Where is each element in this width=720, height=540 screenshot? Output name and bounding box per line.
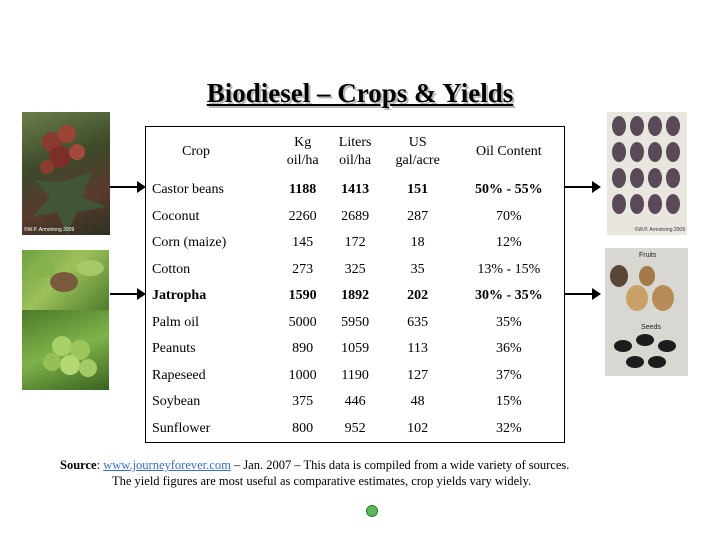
crop-name-cell: Castor beans: [152, 182, 224, 198]
gal-cell: 287: [407, 208, 429, 224]
table-row: Corn (maize) 145 172 18 12%: [146, 230, 565, 257]
header-oil-content: Oil Content: [475, 144, 542, 159]
liters-cell: 325: [344, 261, 366, 277]
gal-cell: 113: [407, 341, 428, 357]
arrow-jatropha-left: [110, 288, 146, 300]
liters-cell: 1892: [341, 288, 370, 304]
slide-title: Biodiesel – Crops & Yields: [206, 78, 514, 108]
crop-name-cell: Cotton: [152, 261, 191, 277]
liters-cell: 5950: [341, 314, 370, 330]
fruits-label: Fruits: [639, 252, 657, 259]
castor-plant-illustration: [32, 125, 107, 235]
crop-name-cell: Peanuts: [152, 341, 196, 357]
source-line2: The yield figures are most useful as com…: [112, 474, 532, 488]
crop-yield-table: Crop Kg oil/ha Liters oil/ha US gal/acre Oi…: [145, 126, 565, 443]
table-row: Jatropha 1590 1892 202 30% - 35%: [146, 283, 565, 310]
crop-name-cell: Soybean: [152, 394, 201, 410]
seeds-label: Seeds: [641, 324, 661, 331]
oil-content-cell: 50% - 55%: [474, 182, 543, 198]
crop-name-cell: Corn (maize): [152, 235, 227, 251]
table-row: Cotton 273 325 35 13% - 15%: [146, 257, 565, 284]
source-note: Source: www.journeyforever.com – Jan. 20…: [60, 457, 680, 489]
gal-cell: 127: [407, 367, 429, 383]
gal-cell: 102: [407, 420, 429, 436]
oil-content-cell: 70%: [495, 208, 522, 224]
oil-content-cell: 12%: [495, 235, 522, 251]
gal-cell: 151: [407, 182, 429, 198]
crop-name-cell: Jatropha: [152, 288, 207, 304]
oil-content-cell: 13% - 15%: [477, 261, 541, 277]
liters-cell: 1059: [341, 341, 370, 357]
jatropha-fruit-illustration: [43, 336, 97, 377]
oil-content-cell: 37%: [495, 367, 522, 383]
kg-cell: 145: [292, 235, 314, 251]
jatropha-fruits-seeds-illustration: [610, 265, 676, 368]
table-row: Sunflower 800 952 102 32%: [146, 416, 565, 443]
gal-cell: 35: [410, 261, 425, 277]
kg-cell: 5000: [288, 314, 317, 330]
arrow-castor-left: [110, 181, 146, 193]
gal-cell: 18: [410, 235, 425, 251]
kg-cell: 273: [292, 261, 314, 277]
source-line1: – Jan. 2007 – This data is compiled from…: [230, 458, 570, 472]
source-link[interactable]: www.journeyforever.com: [103, 458, 231, 472]
kg-cell: 1590: [288, 288, 317, 304]
table-row: Coconut 2260 2689 287 70%: [146, 204, 565, 231]
table-row: Castor beans 1188 1413 151 50% - 55%: [146, 177, 565, 204]
kg-cell: 800: [292, 420, 314, 436]
header-kg: Kg oil/ha: [286, 135, 319, 168]
crop-name-cell: Coconut: [152, 208, 200, 224]
liters-cell: 172: [344, 235, 366, 251]
liters-cell: 446: [344, 394, 366, 410]
liters-cell: 1190: [341, 367, 369, 383]
oil-content-cell: 35%: [495, 314, 522, 330]
liters-cell: 952: [344, 420, 366, 436]
jatropha-leaves-photo: [22, 250, 109, 310]
kg-cell: 890: [292, 341, 314, 357]
header-gal: US gal/acre: [395, 135, 440, 168]
castor-seeds-photo: ©W.P. Armstrong 2009: [607, 112, 687, 235]
table-header-row: Crop Kg oil/ha Liters oil/ha US gal/acre Oi…: [146, 127, 565, 178]
slide-logo-icon: [366, 505, 378, 517]
arrow-jatropha-right: [565, 288, 601, 300]
crop-name-cell: Palm oil: [152, 314, 200, 330]
castor-plant-credit: ©W.P. Armstrong 2009: [24, 227, 75, 233]
header-liters: Liters oil/ha: [338, 135, 372, 168]
liters-cell: 2689: [341, 208, 370, 224]
table-row: Soybean 375 446 48 15%: [146, 389, 565, 416]
kg-cell: 375: [292, 394, 314, 410]
jatropha-fruit-photo: [22, 310, 109, 390]
kg-cell: 1188: [289, 182, 317, 198]
oil-content-cell: 30% - 35%: [474, 288, 543, 304]
castor-seeds-credit: ©W.P. Armstrong 2009: [634, 227, 685, 233]
kg-cell: 1000: [288, 367, 317, 383]
liters-cell: 1413: [341, 182, 370, 198]
castor-plant-photo: ©W.P. Armstrong 2009: [22, 112, 110, 235]
gal-cell: 202: [407, 288, 429, 304]
arrow-castor-right: [565, 181, 601, 193]
crop-name-cell: Sunflower: [152, 420, 211, 436]
gal-cell: 635: [407, 314, 429, 330]
source-label: Source: [60, 458, 97, 472]
table-row: Rapeseed 1000 1190 127 37%: [146, 363, 565, 390]
oil-content-cell: 15%: [495, 394, 522, 410]
castor-seeds-illustration: [612, 116, 680, 214]
table-row: Peanuts 890 1059 113 36%: [146, 336, 565, 363]
oil-content-cell: 36%: [495, 341, 522, 357]
oil-content-cell: 32%: [495, 420, 522, 436]
kg-cell: 2260: [288, 208, 317, 224]
header-crop: Crop: [182, 144, 210, 159]
table-row: Palm oil 5000 5950 635 35%: [146, 310, 565, 337]
gal-cell: 48: [410, 394, 425, 410]
jatropha-leaves-illustration: [28, 260, 104, 292]
crop-name-cell: Rapeseed: [152, 367, 206, 383]
jatropha-fruits-seeds-photo: Fruits Seeds: [605, 248, 688, 376]
